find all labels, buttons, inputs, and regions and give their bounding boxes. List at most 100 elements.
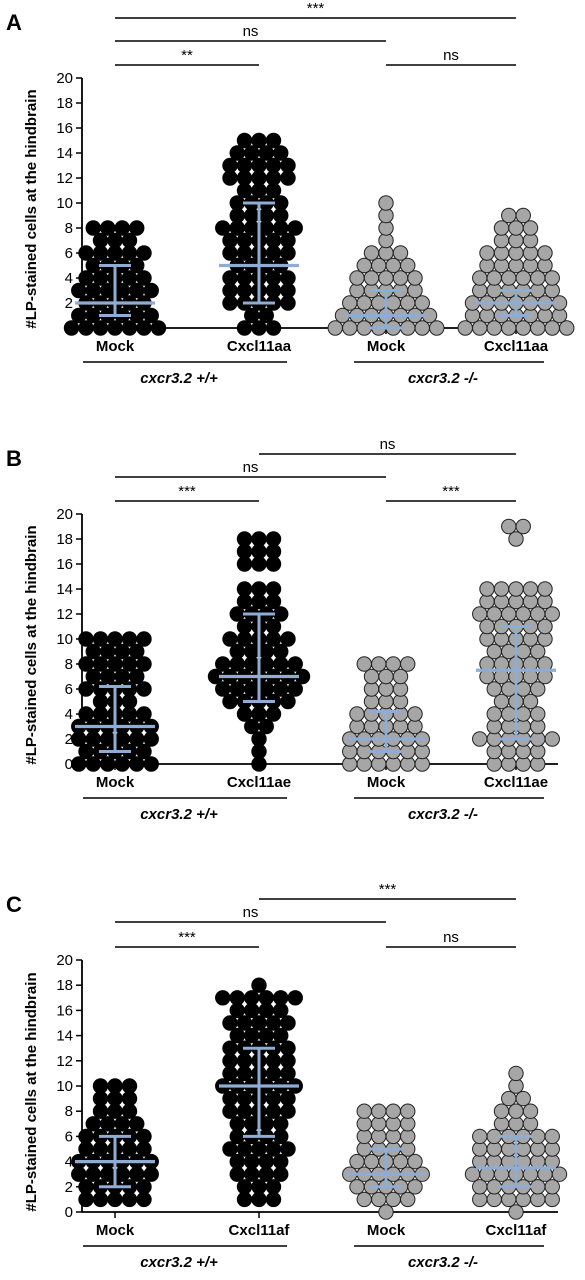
group-label: cxcr3.2 +/+ bbox=[140, 1254, 218, 1271]
data-point bbox=[100, 668, 116, 685]
y-tick-label: 4 bbox=[65, 270, 73, 287]
data-point bbox=[129, 307, 145, 324]
data-point bbox=[280, 1090, 296, 1107]
data-point bbox=[121, 1078, 138, 1094]
panel-letter: C bbox=[6, 892, 22, 917]
data-point bbox=[85, 307, 101, 324]
data-point bbox=[472, 1128, 488, 1145]
significance-label: ns bbox=[243, 23, 259, 40]
data-point bbox=[356, 1191, 372, 1208]
data-point bbox=[78, 1128, 94, 1145]
data-point bbox=[215, 990, 231, 1006]
data-point bbox=[229, 1153, 245, 1170]
y-tick-label: 12 bbox=[56, 606, 73, 623]
data-point bbox=[522, 693, 539, 710]
data-point bbox=[222, 1015, 238, 1031]
category-label: Cxcl11af bbox=[486, 1222, 548, 1239]
data-point bbox=[407, 1153, 423, 1170]
panel-letter: A bbox=[6, 10, 22, 35]
data-point bbox=[114, 756, 130, 772]
data-point bbox=[229, 1027, 245, 1044]
y-tick-label: 18 bbox=[56, 95, 73, 112]
significance-label: *** bbox=[442, 483, 460, 500]
data-point bbox=[472, 320, 488, 336]
data-point bbox=[356, 257, 372, 274]
data-point bbox=[100, 1116, 116, 1132]
data-point bbox=[258, 1153, 274, 1170]
category-label: Mock bbox=[96, 774, 135, 791]
data-point bbox=[258, 307, 274, 324]
data-point bbox=[501, 1090, 517, 1107]
data-point bbox=[385, 1191, 401, 1208]
data-point bbox=[429, 320, 445, 336]
data-point bbox=[100, 282, 116, 299]
significance-label: *** bbox=[379, 881, 397, 898]
data-point bbox=[356, 1103, 372, 1119]
significance-label: ns bbox=[380, 436, 396, 453]
significance-label: ns bbox=[243, 459, 259, 476]
data-point bbox=[472, 270, 488, 286]
group-label: cxcr3.2 -/- bbox=[408, 806, 478, 823]
data-point bbox=[114, 643, 130, 660]
data-point bbox=[71, 307, 87, 324]
data-point bbox=[258, 1027, 274, 1044]
data-point bbox=[236, 232, 253, 249]
data-point bbox=[385, 257, 401, 274]
data-point bbox=[85, 668, 101, 685]
panel-b: B #LP-stained cells at the hindbrain 0 2 4 6… bbox=[6, 436, 560, 823]
data-point bbox=[400, 257, 416, 274]
category-label: Cxcl11aa bbox=[484, 338, 549, 355]
data-point bbox=[287, 656, 303, 672]
data-point bbox=[280, 1015, 296, 1031]
y-tick-label: 0 bbox=[65, 1204, 73, 1221]
data-point bbox=[121, 631, 138, 647]
data-point bbox=[78, 245, 94, 261]
y-tick-label: 10 bbox=[56, 195, 73, 212]
data-point bbox=[143, 282, 159, 299]
y-tick-label: 2 bbox=[65, 1179, 73, 1196]
y-tick-label: 12 bbox=[56, 170, 73, 187]
data-point bbox=[100, 220, 116, 236]
data-point bbox=[78, 706, 94, 722]
y-tick-label: 2 bbox=[65, 295, 73, 312]
data-point bbox=[265, 1179, 282, 1195]
data-point bbox=[515, 1090, 531, 1107]
category-label: Cxcl11ae bbox=[484, 774, 548, 791]
data-point bbox=[363, 668, 380, 685]
data-point bbox=[258, 643, 274, 660]
data-point bbox=[229, 990, 245, 1006]
y-tick-label: 12 bbox=[56, 1053, 73, 1070]
data-point bbox=[251, 1141, 267, 1157]
data-point bbox=[273, 606, 289, 622]
data-point bbox=[414, 320, 430, 336]
data-point bbox=[501, 270, 517, 286]
data-point bbox=[493, 693, 510, 710]
data-point bbox=[501, 606, 517, 622]
data-point bbox=[244, 145, 260, 161]
data-point bbox=[414, 295, 430, 311]
data-point bbox=[251, 977, 267, 993]
data-point bbox=[280, 631, 296, 647]
data-point bbox=[136, 245, 152, 261]
data-point bbox=[229, 1116, 245, 1132]
data-point bbox=[222, 693, 238, 710]
data-point bbox=[407, 270, 423, 286]
data-point bbox=[222, 1090, 238, 1107]
data-point bbox=[371, 656, 387, 672]
data-point bbox=[472, 1179, 488, 1195]
data-point bbox=[559, 320, 575, 336]
data-point bbox=[129, 668, 145, 685]
data-point bbox=[222, 631, 238, 647]
data-point bbox=[486, 643, 502, 660]
data-point bbox=[378, 1204, 394, 1220]
data-point bbox=[78, 681, 94, 697]
data-point bbox=[236, 132, 253, 149]
data-point bbox=[530, 706, 546, 722]
category-label: Mock bbox=[367, 338, 406, 355]
data-point bbox=[78, 631, 94, 647]
data-point bbox=[356, 295, 372, 311]
data-point bbox=[515, 681, 531, 697]
data-point bbox=[508, 1204, 524, 1220]
significance-label: ns bbox=[243, 904, 259, 921]
data-point bbox=[215, 656, 231, 672]
